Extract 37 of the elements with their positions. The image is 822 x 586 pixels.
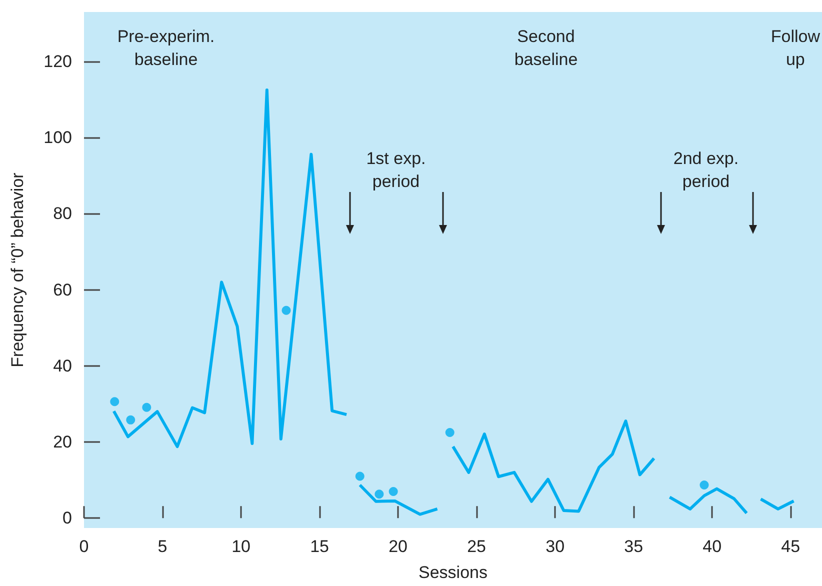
x-tick-label: 45 <box>781 537 800 556</box>
point <box>142 402 152 412</box>
x-tick-label: 40 <box>702 537 722 556</box>
line-series <box>452 420 656 513</box>
y-tick-label: 20 <box>53 432 72 452</box>
x-axis-title: Sessions <box>418 563 488 582</box>
y-tick-label: 80 <box>53 204 72 224</box>
point <box>388 486 398 496</box>
point <box>700 480 709 490</box>
x-tick-label: 30 <box>546 537 565 556</box>
y-tick-label: 100 <box>44 128 72 148</box>
point <box>355 472 364 481</box>
point <box>126 415 136 424</box>
line-series <box>668 487 748 515</box>
point <box>282 306 291 315</box>
x-tick-label: 35 <box>624 537 644 556</box>
annotation: Pre-experim. baseline <box>117 26 215 71</box>
annotation: Second baseline <box>514 26 578 71</box>
x-tick-label: 25 <box>467 537 486 556</box>
x-tick-label: 0 <box>79 537 89 556</box>
x-tick-label: 5 <box>158 537 168 556</box>
y-axis-title: Frequency of “0” behavior <box>8 172 27 368</box>
x-tick-label: 20 <box>388 537 408 556</box>
y-tick-label: 0 <box>62 508 72 528</box>
line-series <box>358 484 439 516</box>
annotation: 2nd exp. period <box>673 148 739 193</box>
y-tick-label: 40 <box>53 356 72 376</box>
y-tick-label: 60 <box>53 280 72 300</box>
point <box>445 428 454 437</box>
annotation: Follow up <box>770 26 820 71</box>
y-tick-label: 120 <box>44 52 72 71</box>
point <box>374 490 384 499</box>
x-tick-label: 10 <box>232 537 250 556</box>
annotation: 1st exp. period <box>366 148 426 193</box>
point <box>110 397 120 406</box>
line-series <box>112 88 348 448</box>
x-tick-label: 15 <box>310 537 329 556</box>
